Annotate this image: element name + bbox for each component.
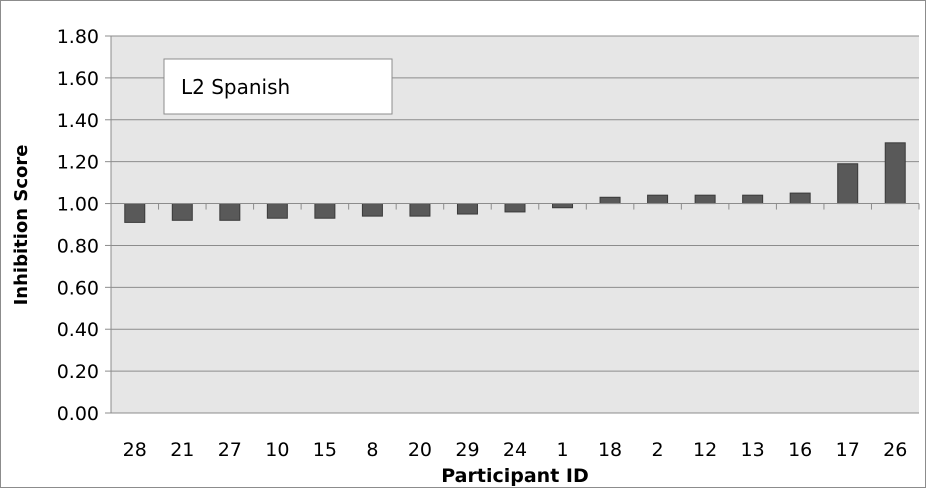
bar — [742, 194, 764, 205]
bar — [124, 203, 146, 223]
y-tick-label: 1.60 — [57, 68, 99, 90]
x-tick-label: 1 — [556, 439, 568, 461]
y-tick-label: 1.00 — [57, 194, 99, 216]
bar — [552, 203, 574, 209]
bar — [504, 203, 526, 213]
x-tick-label: 12 — [693, 439, 717, 461]
bar — [837, 163, 859, 205]
x-tick-label: 20 — [408, 439, 432, 461]
bar — [361, 203, 383, 217]
x-tick-label: 28 — [123, 439, 147, 461]
x-tick-label: 2 — [652, 439, 664, 461]
x-tick-label: 21 — [170, 439, 194, 461]
y-tick-label: 0.60 — [57, 277, 99, 299]
x-tick-label: 26 — [883, 439, 907, 461]
bar — [884, 142, 906, 205]
bar — [647, 194, 669, 205]
x-tick-label: 13 — [741, 439, 765, 461]
bar — [266, 203, 288, 219]
y-tick-label: 0.00 — [57, 403, 99, 425]
x-tick-label: 16 — [788, 439, 812, 461]
y-tick-label: 1.80 — [57, 26, 99, 48]
bar — [171, 203, 193, 221]
y-tick-label: 1.40 — [57, 110, 99, 132]
bar — [456, 203, 478, 215]
bar — [789, 192, 811, 205]
x-tick-label: 10 — [265, 439, 289, 461]
legend-box: L2 Spanish — [163, 58, 393, 115]
x-axis-tick-labels: 28 21 27 10 15 8 20 29 24 1 18 2 12 13 16 17 26 — [123, 439, 908, 461]
y-axis-tick-labels: 0.00 0.20 0.40 0.60 0.80 1.00 1.20 1.40 1.60 1.80 — [57, 26, 99, 425]
x-tick-label: 18 — [598, 439, 622, 461]
y-tick-label: 0.80 — [57, 235, 99, 257]
bar — [599, 196, 621, 205]
bar — [219, 203, 241, 221]
x-tick-label: 29 — [455, 439, 479, 461]
x-tick-label: 17 — [836, 439, 860, 461]
legend-label: L2 Spanish — [181, 75, 290, 99]
x-tick-label: 15 — [313, 439, 337, 461]
x-tick-label: 24 — [503, 439, 527, 461]
axes — [110, 36, 920, 413]
x-tick-label: 27 — [218, 439, 242, 461]
y-axis-title: Inhibition Score — [11, 145, 32, 306]
y-tick-label: 0.20 — [57, 361, 99, 383]
bar — [314, 203, 336, 219]
bar — [409, 203, 431, 217]
x-tick-label: 8 — [366, 439, 378, 461]
legend-box-rect — [163, 58, 393, 115]
bar — [694, 194, 716, 205]
y-tick-label: 0.40 — [57, 319, 99, 341]
x-axis-title: Participant ID — [441, 465, 588, 487]
y-tick-label: 1.20 — [57, 152, 99, 174]
